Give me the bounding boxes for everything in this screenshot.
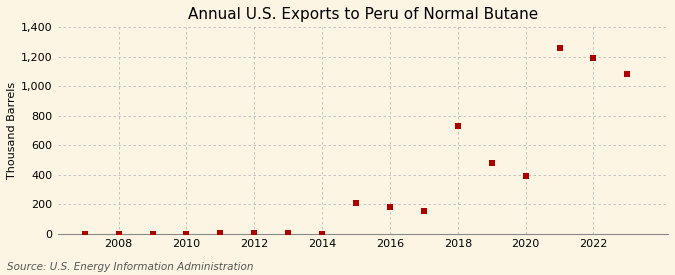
Point — [520, 174, 531, 178]
Point — [181, 232, 192, 236]
Text: Source: U.S. Energy Information Administration: Source: U.S. Energy Information Administ… — [7, 262, 253, 272]
Point — [588, 56, 599, 60]
Point — [418, 209, 429, 213]
Point — [622, 72, 632, 76]
Point — [317, 232, 327, 236]
Point — [215, 230, 225, 235]
Y-axis label: Thousand Barrels: Thousand Barrels — [7, 82, 17, 179]
Point — [385, 204, 396, 209]
Point — [113, 231, 124, 236]
Point — [283, 230, 294, 235]
Point — [249, 231, 260, 235]
Point — [452, 124, 463, 128]
Point — [486, 161, 497, 165]
Point — [80, 232, 90, 236]
Point — [147, 232, 158, 236]
Title: Annual U.S. Exports to Peru of Normal Butane: Annual U.S. Exports to Peru of Normal Bu… — [188, 7, 538, 22]
Point — [350, 201, 361, 205]
Point — [554, 46, 565, 50]
